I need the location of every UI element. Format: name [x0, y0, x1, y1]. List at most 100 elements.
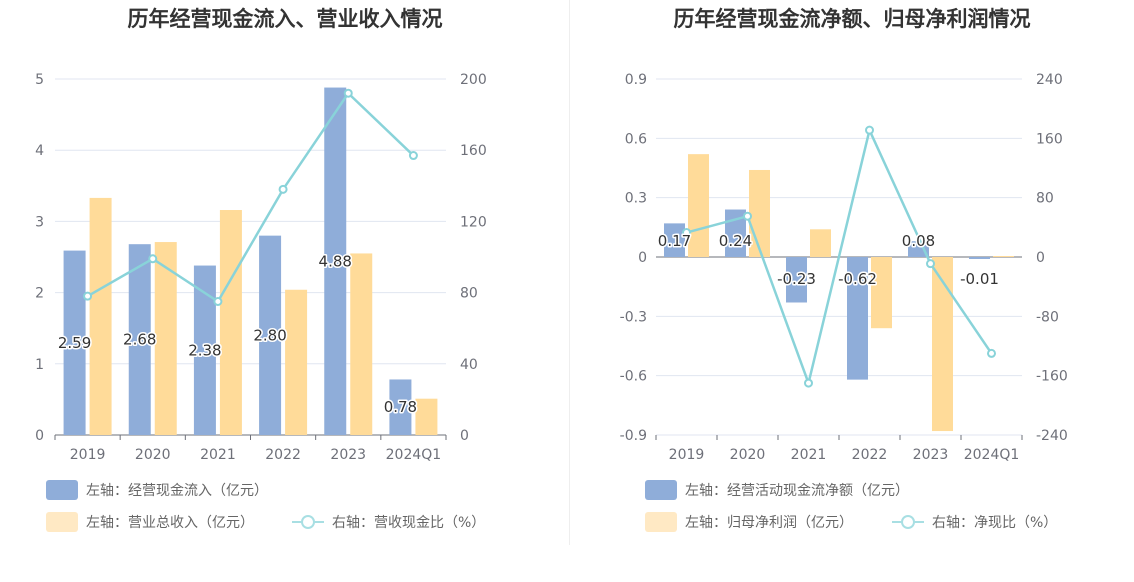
- data-label: -0.01: [960, 270, 999, 288]
- legend-label: 左轴：经营活动现金流净额（亿元）: [685, 483, 909, 499]
- legend-item-cash-inflow[interactable]: 左轴：经营现金流入（亿元）: [46, 480, 268, 500]
- line-point: [743, 211, 752, 221]
- y-left-tick-label: -0.3: [620, 309, 647, 325]
- bar: [415, 398, 438, 435]
- y-right-tick-label: -240: [1036, 428, 1068, 444]
- x-tick-label: 2019: [70, 447, 106, 463]
- legend-label: 左轴：归母净利润（亿元）: [685, 515, 853, 531]
- legend-swatch: [46, 512, 78, 532]
- bar: [285, 289, 308, 435]
- y-right-tick-label: -160: [1036, 369, 1068, 385]
- x-tick-label: 2022: [852, 447, 888, 463]
- line-point: [804, 378, 813, 388]
- x-tick-label: 2023: [913, 447, 949, 463]
- panel-divider: [569, 0, 570, 545]
- bar: [128, 244, 151, 435]
- chart-title: 历年经营现金流入、营业收入情况: [127, 7, 443, 31]
- series-line: [86, 91, 415, 304]
- bar: [63, 250, 86, 435]
- data-label: 0.08: [902, 232, 935, 250]
- legend-line-swatch: [292, 512, 324, 532]
- legend-swatch: [645, 480, 677, 500]
- line-point: [148, 254, 158, 264]
- legend-label: 左轴：营业总收入（亿元）: [86, 515, 254, 531]
- y-right-tick-label: 160: [460, 143, 487, 159]
- bar: [993, 256, 1014, 258]
- y-left-tick-label: 2: [35, 286, 44, 302]
- bar: [389, 379, 412, 435]
- legend-item-net-cash-ratio[interactable]: 右轴：净现比（%）: [892, 512, 1057, 532]
- bar: [664, 223, 685, 257]
- chart-cash-inflow-revenue: 历年经营现金流入、营业收入情况 0 0 1 40 2 80 3 120 4 160 5 200 2019…: [35, 7, 487, 532]
- x-tick-label: 2023: [330, 447, 366, 463]
- bar: [969, 257, 990, 259]
- x-tick-label: 2021: [791, 447, 827, 463]
- x-tick-label: 2020: [730, 447, 766, 463]
- y-left-tick-label: 0: [35, 428, 44, 444]
- bar: [786, 257, 807, 303]
- legend-item-net-profit[interactable]: 左轴：归母净利润（亿元）: [645, 512, 853, 532]
- legend-item-revenue[interactable]: 左轴：营业总收入（亿元）: [46, 512, 254, 532]
- y-right-tick-label: 0: [1036, 250, 1045, 266]
- x-tick-label: 2024Q1: [386, 447, 442, 463]
- bar: [908, 241, 929, 257]
- data-label: -0.62: [838, 270, 877, 288]
- y-left-tick-label: -0.9: [620, 428, 647, 444]
- bar: [89, 197, 112, 435]
- y-right-tick-label: 40: [460, 357, 478, 373]
- x-tick-label: 2022: [265, 447, 301, 463]
- data-label: 2.38: [188, 341, 221, 359]
- y-right-tick-label: 80: [460, 286, 478, 302]
- y-right-tick-label: 240: [1036, 72, 1063, 88]
- x-tick-label: 2021: [200, 447, 236, 463]
- legend-swatch: [46, 480, 78, 500]
- bar: [219, 210, 242, 435]
- legend-line-swatch: [892, 512, 924, 532]
- series-line: [686, 126, 993, 388]
- bar: [932, 257, 953, 432]
- plot-area: 0 0 1 40 2 80 3 120 4 160 5 200 2019 2020 2021 2022 2023…: [35, 72, 487, 463]
- legend-swatch: [645, 512, 677, 532]
- data-label: 2.80: [253, 326, 286, 344]
- data-label: 2.68: [123, 331, 156, 349]
- data-label: 0.24: [719, 232, 752, 250]
- y-left-tick-label: -0.6: [620, 369, 647, 385]
- chart-title: 历年经营现金流净额、归母净利润情况: [673, 7, 1031, 31]
- legend-item-net-cash[interactable]: 左轴：经营活动现金流净额（亿元）: [645, 480, 909, 500]
- y-left-tick-label: 0.3: [625, 191, 647, 207]
- y-right-tick-label: 120: [460, 214, 487, 230]
- line-point: [343, 88, 353, 98]
- bar: [350, 253, 373, 435]
- y-right-tick-label: -80: [1036, 309, 1059, 325]
- line-point: [213, 297, 223, 306]
- bar: [847, 257, 868, 380]
- line-point: [408, 151, 418, 161]
- bar: [871, 257, 892, 329]
- legend-label: 右轴：净现比（%）: [932, 515, 1058, 531]
- y-left-tick-label: 1: [35, 357, 44, 373]
- data-label: -0.23: [777, 270, 816, 288]
- y-right-tick-label: 0: [460, 428, 469, 444]
- x-tick-label: 2019: [669, 447, 705, 463]
- bar: [193, 265, 216, 435]
- data-label: 0.17: [658, 232, 691, 250]
- line-point: [83, 291, 93, 301]
- bar: [154, 242, 177, 435]
- line-point: [682, 228, 691, 238]
- y-right-tick-label: 200: [460, 72, 487, 88]
- chart-net-cash-profit: 历年经营现金流净额、归母净利润情况 -0.9 -240 -0.6 -160 -0.3 -8…: [570, 0, 1134, 582]
- x-tick-label: 2024Q1: [964, 447, 1020, 463]
- y-left-tick-label: 0: [638, 250, 647, 266]
- bar: [324, 87, 347, 435]
- legend-label: 左轴：经营现金流入（亿元）: [86, 483, 268, 499]
- y-right-tick-label: 160: [1036, 131, 1063, 147]
- legend-item-cash-ratio[interactable]: 右轴：营收现金比（%）: [292, 512, 485, 532]
- x-tick-label: 2020: [135, 447, 171, 463]
- data-label: 2.59: [58, 334, 91, 352]
- y-left-tick-label: 0.9: [625, 72, 647, 88]
- bar: [810, 229, 831, 257]
- y-left-tick-label: 4: [35, 143, 44, 159]
- y-left-tick-label: 5: [35, 72, 44, 88]
- y-left-tick-label: 3: [35, 214, 44, 230]
- line-point: [865, 125, 874, 135]
